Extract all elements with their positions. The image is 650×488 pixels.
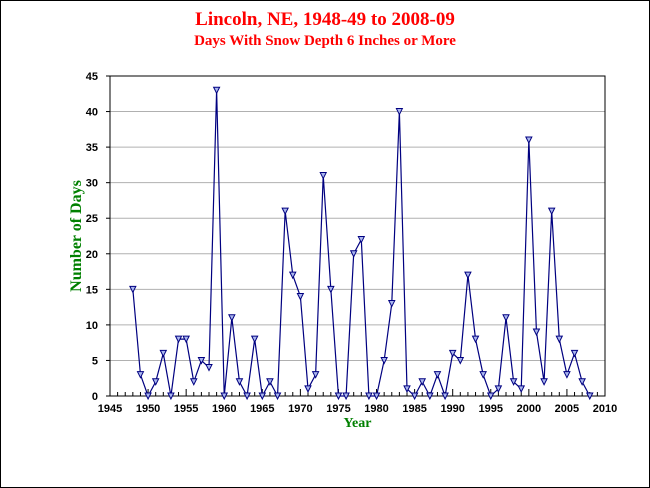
data-point bbox=[205, 364, 213, 372]
x-tick-label: 1950 bbox=[136, 403, 160, 415]
grid-lines bbox=[110, 111, 605, 361]
x-tick-label: 1990 bbox=[440, 403, 464, 415]
data-point bbox=[418, 378, 427, 386]
data-point bbox=[334, 392, 343, 401]
data-point bbox=[243, 392, 251, 401]
data-point bbox=[189, 378, 198, 386]
x-tick-label: 2000 bbox=[517, 403, 541, 415]
y-tick-label: 45 bbox=[86, 71, 98, 83]
data-point bbox=[266, 378, 274, 386]
chart-subtitle: Days With Snow Depth 6 Inches or More bbox=[194, 33, 456, 49]
data-point bbox=[235, 378, 244, 386]
data-point bbox=[228, 314, 236, 322]
data-point bbox=[288, 271, 297, 280]
data-point bbox=[509, 378, 518, 386]
y-tick-label: 10 bbox=[86, 320, 98, 332]
y-tick-label: 25 bbox=[86, 213, 98, 225]
data-point bbox=[296, 292, 305, 301]
data-point bbox=[403, 385, 411, 394]
data-point bbox=[273, 392, 282, 401]
y-tick-label: 40 bbox=[86, 107, 98, 119]
plot-area bbox=[109, 75, 606, 397]
y-tick-label: 20 bbox=[86, 249, 98, 261]
data-point bbox=[182, 335, 190, 344]
data-point bbox=[349, 250, 358, 258]
data-point bbox=[380, 356, 388, 365]
x-axis-title: Year bbox=[344, 416, 372, 431]
data-point bbox=[410, 392, 419, 401]
y-axis: 0 5 10 15 20 25 30 35 40 45 bbox=[86, 71, 110, 403]
data-point bbox=[494, 385, 503, 394]
data-point bbox=[258, 392, 267, 401]
x-tick-label: 1965 bbox=[250, 403, 274, 415]
data-point bbox=[479, 371, 487, 379]
y-tick-label: 0 bbox=[92, 391, 98, 403]
data-point bbox=[304, 385, 312, 394]
data-point bbox=[174, 335, 183, 344]
data-point bbox=[547, 207, 556, 216]
data-point bbox=[448, 349, 457, 358]
x-axis: 1945 1950 1955 1960 1965 1970 1975 1980 1985 1990… bbox=[98, 389, 617, 415]
data-point bbox=[129, 285, 137, 294]
x-tick-label: 2005 bbox=[555, 403, 579, 415]
x-tick-label: 1995 bbox=[479, 403, 503, 415]
data-point bbox=[357, 236, 366, 244]
chart-title: Lincoln, NE, 1948-49 to 2008-09 bbox=[195, 9, 455, 30]
x-tick-label: 1960 bbox=[212, 403, 236, 415]
data-point bbox=[197, 356, 206, 365]
x-tick-label: 1955 bbox=[174, 403, 198, 415]
x-tick-label: 1945 bbox=[98, 403, 122, 415]
data-point bbox=[540, 378, 548, 386]
y-tick-label: 35 bbox=[86, 142, 98, 154]
data-point bbox=[525, 136, 533, 145]
y-axis-title: Number of Days bbox=[68, 180, 85, 292]
data-point bbox=[441, 392, 449, 401]
x-tick-label: 1985 bbox=[402, 403, 426, 415]
x-tick-label: 1975 bbox=[326, 403, 350, 415]
data-point bbox=[151, 378, 160, 386]
data-point bbox=[319, 172, 328, 180]
data-point bbox=[563, 371, 571, 379]
data-point bbox=[456, 356, 465, 365]
data-point bbox=[433, 371, 442, 379]
y-tick-label: 15 bbox=[86, 284, 98, 296]
data-point bbox=[517, 385, 526, 394]
data-point bbox=[578, 378, 586, 386]
data-point bbox=[486, 392, 495, 401]
data-point bbox=[311, 371, 320, 379]
data-point bbox=[585, 392, 594, 401]
data-point bbox=[395, 108, 404, 116]
data-point bbox=[159, 349, 168, 358]
data-point bbox=[136, 371, 145, 379]
data-point bbox=[387, 300, 396, 308]
data-point bbox=[471, 335, 480, 344]
data-point bbox=[212, 86, 221, 95]
x-tick-label: 2010 bbox=[593, 403, 617, 415]
y-tick-label: 5 bbox=[92, 355, 98, 367]
data-point bbox=[220, 392, 229, 401]
series-snow-days bbox=[129, 86, 594, 401]
data-point bbox=[570, 349, 579, 358]
data-point bbox=[555, 335, 564, 344]
x-tick-label: 1970 bbox=[288, 403, 312, 415]
data-point bbox=[365, 392, 373, 401]
x-tick-label: 1980 bbox=[364, 403, 388, 415]
data-point bbox=[342, 392, 350, 401]
data-point bbox=[464, 271, 472, 280]
data-point bbox=[167, 392, 175, 401]
data-point bbox=[327, 285, 335, 294]
y-tick-label: 30 bbox=[86, 178, 98, 190]
data-point bbox=[372, 392, 381, 401]
data-point bbox=[281, 207, 289, 216]
data-point bbox=[144, 392, 152, 401]
data-point bbox=[532, 328, 541, 337]
data-point bbox=[250, 335, 259, 344]
data-point bbox=[426, 392, 434, 401]
data-point bbox=[502, 314, 510, 322]
